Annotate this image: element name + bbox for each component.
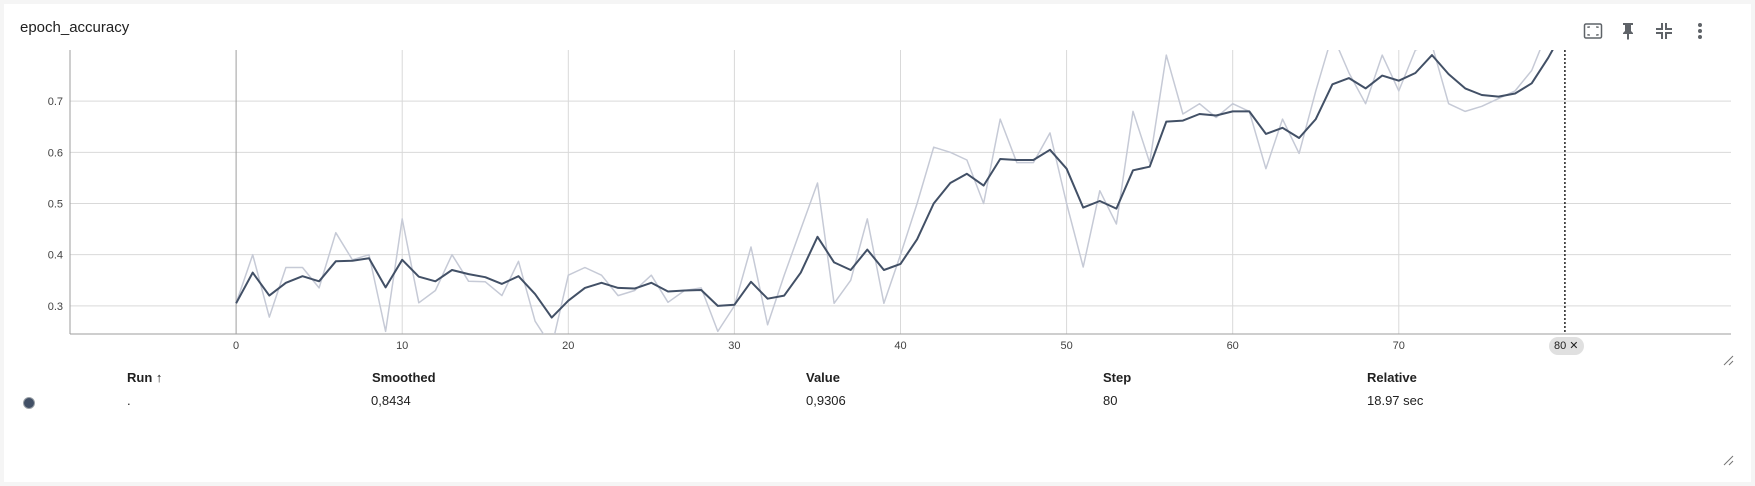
y-tick-label: 0.5 <box>48 199 63 211</box>
cell-value: 0,9306 <box>806 393 846 408</box>
header-value[interactable]: Value <box>806 370 840 385</box>
cell-step: 80 <box>1103 393 1118 408</box>
fit-domain-icon <box>1583 23 1603 39</box>
y-tick-label: 0.7 <box>48 96 63 108</box>
x-tick-label: 30 <box>728 340 740 352</box>
table-resize-icon[interactable] <box>1722 454 1734 466</box>
x-tick-label: 20 <box>562 340 574 352</box>
y-tick-label: 0.3 <box>48 301 63 313</box>
collapse-button[interactable] <box>1649 16 1679 46</box>
card-title: epoch_accuracy <box>20 19 130 36</box>
x-tick-label: 10 <box>396 340 408 352</box>
cell-relative: 18.97 sec <box>1367 393 1424 408</box>
cell-smoothed: 0,8434 <box>371 393 411 408</box>
axes <box>69 50 1731 335</box>
x-tick-label: 70 <box>1393 340 1405 352</box>
more-vert-icon <box>1698 23 1702 39</box>
collapse-icon <box>1656 23 1672 39</box>
run-color-dot[interactable] <box>23 397 35 409</box>
x-tick-label: 40 <box>894 340 906 352</box>
x-tick-label: 0 <box>233 340 239 352</box>
grid <box>70 50 1731 334</box>
more-button[interactable] <box>1685 16 1715 46</box>
tick-labels: 0.3 0.4 0.5 0.6 0.7 0 10 20 30 40 50 60 70 <box>48 96 1405 352</box>
header-smoothed[interactable]: Smoothed <box>372 370 436 385</box>
header-run[interactable]: Run ↑ <box>127 370 163 385</box>
x-tick-label: 60 <box>1227 340 1239 352</box>
cell-run: . <box>127 393 131 408</box>
pin-button[interactable] <box>1613 16 1643 46</box>
y-tick-label: 0.6 <box>48 147 63 159</box>
fit-domain-button[interactable] <box>1578 16 1608 46</box>
y-tick-label: 0.4 <box>48 250 63 262</box>
header-relative[interactable]: Relative <box>1367 370 1417 385</box>
hover-step-chip[interactable]: 80 ✕ <box>1549 337 1584 355</box>
smoothed-series-line <box>235 50 1554 319</box>
chart-resize-icon[interactable] <box>1722 354 1734 366</box>
series-group <box>235 50 1554 334</box>
x-tick-label: 50 <box>1060 340 1072 352</box>
header-step[interactable]: Step <box>1103 370 1132 385</box>
raw-series-line <box>235 50 1541 334</box>
pin-icon <box>1623 23 1633 40</box>
